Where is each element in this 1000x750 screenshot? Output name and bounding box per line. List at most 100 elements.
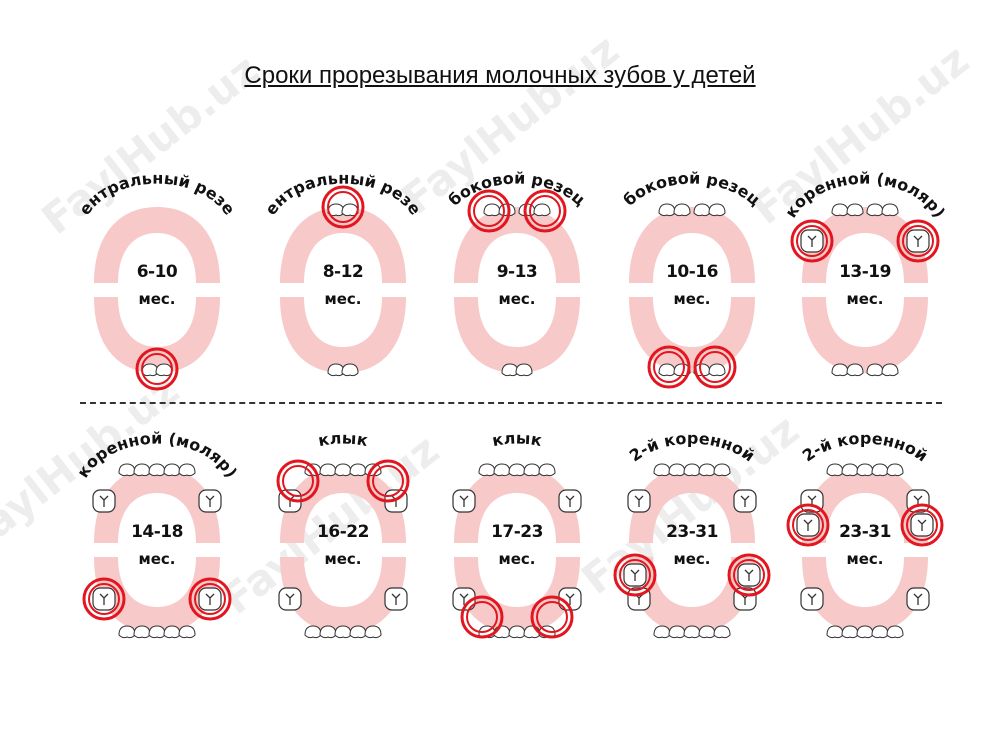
second-molar: [796, 513, 820, 537]
lower-incisor: [341, 363, 359, 377]
lower-gum: [454, 557, 580, 633]
lower-incisor: [155, 363, 173, 377]
upper-tooth: [118, 463, 136, 477]
lower-tooth: [334, 625, 352, 639]
age-range: 16-22: [317, 522, 369, 542]
chart-cell-8: клык 17-23 мес.: [432, 405, 602, 655]
upper-incisor: [533, 203, 551, 217]
upper-gum: [94, 467, 220, 543]
highlight-ring: [82, 577, 126, 621]
tooth-label: 2-й коренной: [799, 429, 931, 466]
highlight-ring: [790, 219, 834, 263]
age-range: 9-13: [496, 262, 538, 282]
lower-tooth: [683, 625, 701, 639]
age-range: 10-16: [666, 262, 718, 282]
lower-tooth: [133, 625, 151, 639]
upper-tooth: [653, 463, 671, 477]
upper-gum: [280, 207, 406, 283]
lower-tooth: [886, 625, 904, 639]
age-range: 6-10: [136, 262, 178, 282]
age-unit: мес.: [324, 550, 362, 568]
highlight-ring: [647, 345, 691, 389]
upper-tooth: [148, 463, 166, 477]
lower-molar: [384, 587, 408, 611]
lower-tooth: [163, 625, 181, 639]
upper-tooth: [826, 463, 844, 477]
upper-molar: [800, 229, 824, 253]
upper-tooth: [538, 463, 556, 477]
upper-incisor: [881, 203, 899, 217]
tooth-label: клык: [317, 428, 370, 450]
lower-gum: [280, 557, 406, 633]
age-unit: мес.: [324, 290, 362, 308]
upper-incisor: [693, 203, 711, 217]
chart-cell-4: боковой резец 10-16 мес.: [607, 145, 777, 395]
lower-tooth: [148, 625, 166, 639]
upper-molar: [627, 489, 651, 513]
lower-tooth: [178, 625, 196, 639]
second-molar: [623, 563, 647, 587]
highlight-ring: [467, 189, 511, 233]
tooth-label: боковой резец: [620, 169, 765, 210]
age-unit: мес.: [846, 290, 884, 308]
upper-molar: [733, 489, 757, 513]
tooth-label: 2-й коренной: [626, 429, 758, 466]
lower-incisor: [846, 363, 864, 377]
age-range: 8-12: [322, 262, 364, 282]
lower-gum: [94, 297, 220, 373]
lower-tooth: [856, 625, 874, 639]
chart-cell-2: центральный резец 8-12 мес.: [258, 145, 428, 395]
age-range: 17-23: [491, 522, 543, 542]
highlight-ring: [896, 219, 940, 263]
age-unit: мес.: [498, 290, 536, 308]
age-range: 14-18: [131, 522, 183, 542]
upper-tooth: [713, 463, 731, 477]
highlight-ring: [900, 503, 944, 547]
highlight-ring: [693, 345, 737, 389]
tooth-label: боковой резец: [445, 169, 590, 210]
highlight-ring: [460, 595, 504, 639]
upper-tooth: [886, 463, 904, 477]
highlight-ring: [523, 189, 567, 233]
lower-gum: [280, 297, 406, 373]
age-range: 23-31: [839, 522, 891, 542]
lower-molar: [800, 587, 824, 611]
upper-incisor: [866, 203, 884, 217]
upper-incisor: [341, 203, 359, 217]
lower-tooth: [713, 625, 731, 639]
highlight-ring: [276, 459, 320, 503]
age-range: 23-31: [666, 522, 718, 542]
upper-incisor: [673, 203, 691, 217]
highlight-ring: [188, 577, 232, 621]
upper-incisor: [483, 203, 501, 217]
lower-molar: [558, 587, 582, 611]
upper-gum: [454, 467, 580, 543]
age-unit: мес.: [138, 550, 176, 568]
lower-incisor: [831, 363, 849, 377]
upper-tooth: [508, 463, 526, 477]
lower-incisor: [327, 363, 345, 377]
upper-incisor: [708, 203, 726, 217]
lower-molar: [278, 587, 302, 611]
upper-tooth: [871, 463, 889, 477]
lower-tooth: [668, 625, 686, 639]
chart-cell-1: центральный резец 6-10 мес.: [72, 145, 242, 395]
highlight-ring: [727, 553, 771, 597]
lower-tooth: [698, 625, 716, 639]
lower-gum: [629, 297, 755, 373]
upper-tooth: [133, 463, 151, 477]
page-title: Сроки прорезывания молочных зубов у дете…: [244, 62, 756, 89]
upper-tooth: [178, 463, 196, 477]
lower-gum: [94, 557, 220, 633]
highlight-ring: [321, 185, 365, 229]
chart-cell-5: коренной (моляр) 13-19 мес.: [780, 145, 950, 395]
upper-gum: [802, 467, 928, 543]
upper-tooth: [841, 463, 859, 477]
highlight-ring: [613, 553, 657, 597]
row-divider: [80, 402, 942, 404]
lower-tooth: [319, 625, 337, 639]
upper-molar: [906, 229, 930, 253]
upper-tooth: [478, 463, 496, 477]
lower-gum: [802, 297, 928, 373]
lower-tooth: [841, 625, 859, 639]
